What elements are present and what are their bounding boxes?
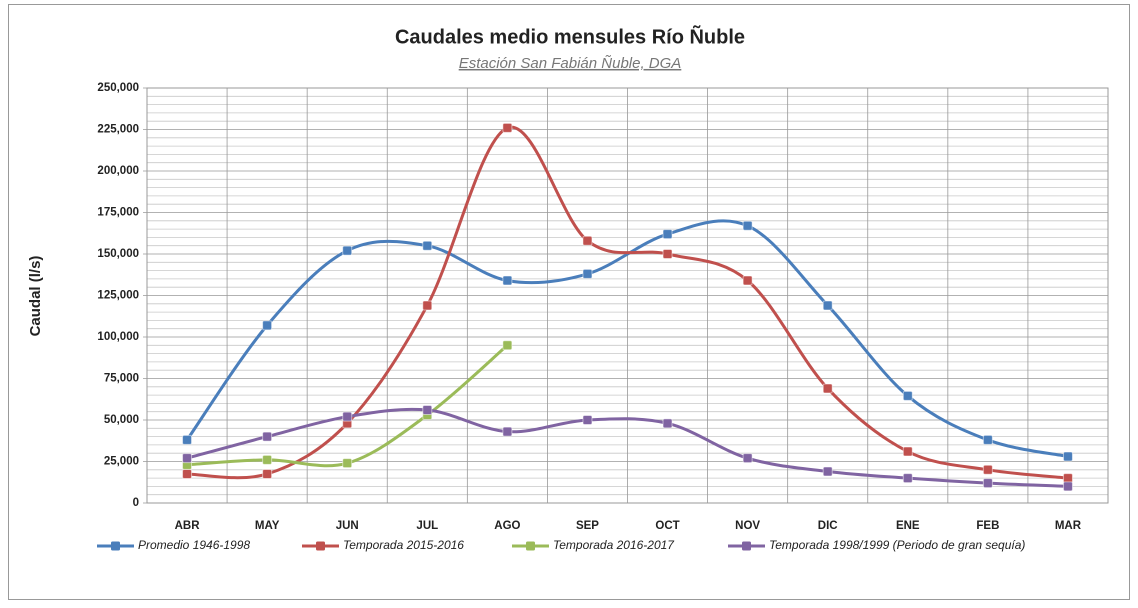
x-tick-label: DIC xyxy=(818,520,838,532)
x-tick-label: OCT xyxy=(655,520,679,532)
marker xyxy=(582,235,593,246)
x-tick-label: ENE xyxy=(896,520,920,532)
marker xyxy=(902,473,913,484)
marker xyxy=(182,434,193,445)
y-tick-label: 50,000 xyxy=(104,414,139,426)
chart-title: Caudales medio mensules Río Ñuble xyxy=(395,25,745,48)
marker xyxy=(262,320,273,331)
marker xyxy=(902,390,913,401)
marker xyxy=(662,249,673,259)
legend-marker xyxy=(316,541,325,551)
x-tick-label: MAR xyxy=(1055,520,1082,532)
legend-label: Temporada 2016-2017 xyxy=(553,538,675,552)
marker xyxy=(822,383,833,394)
chart-border xyxy=(8,4,1130,600)
x-tick-label: FEB xyxy=(976,520,999,532)
marker xyxy=(502,426,513,437)
x-tick-label: SEP xyxy=(576,520,599,532)
marker xyxy=(182,468,193,479)
marker xyxy=(742,220,753,231)
legend-label: Temporada 1998/1999 (Periodo de gran seq… xyxy=(769,538,1025,552)
marker xyxy=(422,300,433,311)
legend-marker xyxy=(742,541,751,551)
marker xyxy=(982,434,993,445)
y-tick-label: 225,000 xyxy=(97,124,139,136)
marker xyxy=(342,458,353,469)
marker xyxy=(582,268,593,279)
y-tick-label: 75,000 xyxy=(104,373,139,385)
marker xyxy=(262,431,273,442)
marker xyxy=(582,415,593,425)
x-tick-label: JUN xyxy=(336,520,359,532)
marker xyxy=(742,453,753,464)
marker xyxy=(822,466,833,477)
y-tick-label: 25,000 xyxy=(104,456,139,468)
marker xyxy=(662,229,673,240)
plot-border xyxy=(146,87,1109,504)
legend-marker xyxy=(111,541,120,551)
y-tick-label: 100,000 xyxy=(97,331,139,343)
marker xyxy=(422,240,433,251)
x-tick-label: JUL xyxy=(416,520,438,532)
y-tick-label: 0 xyxy=(133,497,139,509)
marker xyxy=(182,453,193,464)
x-tick-label: ABR xyxy=(175,520,201,532)
marker xyxy=(1062,481,1073,492)
marker xyxy=(422,405,433,416)
marker xyxy=(502,340,513,351)
marker xyxy=(1062,451,1073,462)
marker xyxy=(342,411,353,422)
y-axis-label: Caudal (l/s) xyxy=(27,256,44,337)
legend-label: Promedio 1946-1998 xyxy=(138,538,250,552)
marker xyxy=(982,464,993,475)
marker xyxy=(902,446,913,457)
marker xyxy=(662,418,673,429)
marker xyxy=(342,245,353,256)
marker xyxy=(1062,473,1073,484)
y-tick-label: 125,000 xyxy=(97,290,139,302)
legend-marker xyxy=(526,541,535,551)
marker xyxy=(982,478,993,489)
chart-subtitle: Estación San Fabián Ñuble, DGA xyxy=(459,55,682,72)
y-tick-label: 150,000 xyxy=(97,248,139,260)
marker xyxy=(262,468,273,479)
legend-label: Temporada 2015-2016 xyxy=(343,538,464,552)
y-tick-label: 175,000 xyxy=(97,207,139,219)
x-tick-label: NOV xyxy=(735,520,760,532)
series xyxy=(182,405,1073,492)
marker xyxy=(262,454,273,465)
marker xyxy=(742,275,753,286)
marker xyxy=(502,275,513,286)
y-tick-label: 200,000 xyxy=(97,165,139,177)
y-tick-label: 250,000 xyxy=(97,82,139,94)
series xyxy=(182,122,1073,484)
x-tick-label: AGO xyxy=(494,520,520,532)
marker xyxy=(822,300,833,311)
marker xyxy=(502,122,513,133)
x-tick-label: MAY xyxy=(255,520,280,532)
